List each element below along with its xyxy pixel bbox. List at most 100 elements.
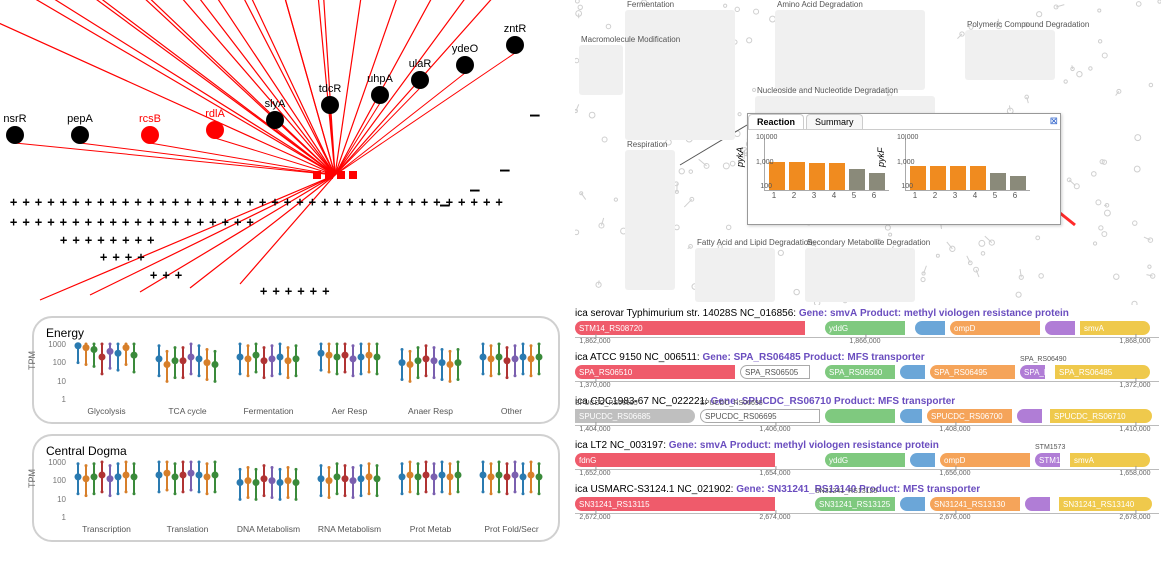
gene-arrow[interactable]: SPUCDC_RS06700 (927, 409, 1012, 423)
pathway-block-label: Secondary Metabolite Degradation (807, 238, 930, 247)
svg-text:pepA: pepA (67, 113, 93, 125)
boxplot-xlabel: Anaer Resp (394, 406, 467, 416)
svg-text:zntR: zntR (504, 23, 527, 35)
boxplot-group: Anaer Resp (394, 342, 467, 416)
pathway-block[interactable]: Fermentation (625, 10, 735, 140)
gene-arrow[interactable]: SPUCDC_RS06695 (700, 409, 820, 423)
popup-tab[interactable]: Summary (806, 114, 863, 129)
boxplot-row: Glycolysis TCA cycle Fermentation Aer Resp A… (70, 342, 548, 416)
boxplot-xlabel: TCA cycle (151, 406, 224, 416)
boxplot-group: Fermentation (232, 342, 305, 416)
svg-text:nsrR: nsrR (3, 113, 26, 125)
gene-arrow[interactable]: SPUCDC_RS06685 (575, 409, 695, 423)
gene-arrow[interactable]: ompD (940, 453, 1030, 467)
boxplot-title: Energy (46, 326, 548, 340)
boxplot-row: Transcription Translation DNA MetabolismRN… (70, 460, 548, 534)
boxplot-group: DNA Metabolism (232, 460, 305, 534)
gene-arrow[interactable]: SPA_RS06495 (930, 365, 1015, 379)
boxplot-xlabel: Prot Metab (394, 524, 467, 534)
popup-bar-chart: pykF10,0001,000100123456 (895, 134, 1030, 200)
svg-text:ydeO: ydeO (452, 43, 479, 55)
gene-arrow[interactable]: SN31241_RS13130 (930, 497, 1020, 511)
gene-arrow[interactable] (910, 453, 935, 467)
gene-arrow[interactable] (915, 321, 945, 335)
gene-arrow[interactable]: SPA_RS06505 (740, 365, 810, 379)
gene-arrow[interactable]: SPA_RS06510 (575, 365, 735, 379)
gene-arrow[interactable] (900, 409, 922, 423)
svg-text:slyA: slyA (265, 98, 286, 110)
gene-arrow[interactable]: yddG (825, 321, 905, 335)
coord-ruler: 1,862,0001,866,0001,868,000 (575, 337, 1159, 348)
svg-text:tdcR: tdcR (319, 83, 342, 95)
genome-track[interactable]: ica CDC1983-67 NC_022221: Gene: SPUCDC_R… (575, 396, 1159, 436)
boxplot-group: RNA Metabolism (313, 460, 386, 534)
genome-track[interactable]: ica LT2 NC_003197: Gene: smvA Product: m… (575, 440, 1159, 480)
gene-arrow[interactable]: SN31241_RS13140 (1059, 497, 1152, 511)
pathway-block-label: Polymeric Compound Degradation (967, 20, 1089, 29)
track-title: ica LT2 NC_003197: Gene: smvA Product: m… (575, 440, 1159, 451)
pathway-block[interactable]: Secondary Metabolite Degradation (805, 248, 915, 302)
gene-arrow[interactable]: smvA (1080, 321, 1150, 335)
pathway-block-label: Fermentation (627, 0, 674, 9)
gene-arrow[interactable]: SPA_RS06500 (825, 365, 895, 379)
boxplot-yticks: 1000100101 (44, 340, 66, 404)
pathway-block[interactable]: Respiration (625, 150, 675, 290)
track-lane: fdnGyddGompDSTM1573STM1573smvA (575, 453, 1159, 469)
track-lane: SPUCDC_RS06685SPUCDC_RS06685SPUCDC_RS066… (575, 409, 1159, 425)
gene-arrow[interactable] (900, 497, 925, 511)
boxplot-group: Other (475, 342, 548, 416)
coord-ruler: 1,370,0001,372,000 (575, 381, 1159, 392)
gene-arrow[interactable] (825, 409, 895, 423)
pathway-block[interactable]: Amino Acid Degradation (775, 10, 925, 90)
boxplot-xlabel: Aer Resp (313, 406, 386, 416)
reaction-popup[interactable]: ReactionSummary⊠pykA10,0001,000100123456… (747, 113, 1061, 225)
pathway-block[interactable]: Polymeric Compound Degradation (965, 30, 1055, 80)
gene-arrow[interactable] (1045, 321, 1075, 335)
track-lane: SPA_RS06510 SPA_RS06505 SPA_RS06500 SPA_RS0… (575, 365, 1159, 381)
gene-arrow[interactable]: SN31241_RS13115 (575, 497, 775, 511)
boxplot-xlabel: Transcription (70, 524, 143, 534)
track-title: ica CDC1983-67 NC_022221: Gene: SPUCDC_R… (575, 396, 1159, 407)
boxplot-panel-central-dogma: Central Dogma TPM 1000100101 Transcripti… (32, 434, 560, 542)
coord-ruler: 1,652,0001,654,0001,656,0001,658,000 (575, 469, 1159, 480)
gene-arrow[interactable]: SPUCDC_RS06710 (1050, 409, 1152, 423)
close-icon[interactable]: ⊠ (1050, 116, 1058, 127)
pathway-block-label: Macromolecule Modification (581, 35, 680, 44)
pathway-block[interactable]: Macromolecule Modification (579, 45, 623, 95)
network-svg: nsrRpepArcsBrdlAslyAtdcRuhpAulaRydeOzntR (0, 0, 570, 310)
boxplot-group: Transcription (70, 460, 143, 534)
track-lane: SN31241_RS13115 SN31241_RS13125 SN31241_RS… (575, 497, 1159, 513)
gene-arrow[interactable]: fdnG (575, 453, 775, 467)
svg-text:uhpA: uhpA (367, 73, 393, 85)
gene-arrow[interactable]: smvA (1070, 453, 1150, 467)
boxplot-group: Prot Fold/Secr (475, 460, 548, 534)
genome-track[interactable]: ica serovar Typhimurium str. 14028S NC_0… (575, 308, 1159, 348)
track-title: ica serovar Typhimurium str. 14028S NC_0… (575, 308, 1159, 319)
gene-arrow[interactable] (900, 365, 925, 379)
track-title: ica ATCC 9150 NC_006511: Gene: SPA_RS064… (575, 352, 1159, 363)
genome-track[interactable]: ica ATCC 9150 NC_006511: Gene: SPA_RS064… (575, 352, 1159, 392)
coord-ruler: 1,404,0001,406,0001,408,0001,410,000 (575, 425, 1159, 436)
boxplot-panel-energy: Energy TPM 1000100101 GlycolysisTCA cycl… (32, 316, 560, 424)
boxplot-xlabel: Fermentation (232, 406, 305, 416)
gene-arrow[interactable]: yddG (825, 453, 905, 467)
boxplot-group: Prot Metab (394, 460, 467, 534)
boxplot-ylabel: TPM (27, 469, 37, 488)
popup-tab[interactable]: Reaction (748, 114, 804, 129)
genome-track[interactable]: ica USMARC-S3124.1 NC_021902: Gene: SN31… (575, 484, 1159, 524)
gene-arrow[interactable]: STM14_RS08720 (575, 321, 805, 335)
pathway-block[interactable]: Fatty Acid and Lipid Degradation (695, 248, 775, 302)
pathway-map[interactable]: Fermentation Amino Acid Degradation Macrom… (575, 0, 1161, 305)
gene-arrow[interactable]: SPA_RS06490 (1020, 365, 1045, 379)
gene-arrow[interactable] (1017, 409, 1042, 423)
gene-arrow[interactable]: STM1573 (1035, 453, 1060, 467)
gene-arrow[interactable]: SN31241_RS13125 (815, 497, 895, 511)
gene-arrow[interactable] (1025, 497, 1050, 511)
gene-arrow[interactable]: ompD (950, 321, 1040, 335)
boxplot-xlabel: Prot Fold/Secr (475, 524, 548, 534)
boxplot-xlabel: Translation (151, 524, 224, 534)
regulatory-network: nsrRpepArcsBrdlAslyAtdcRuhpAulaRydeOzntR… (0, 0, 570, 310)
track-lane: STM14_RS08720 yddG ompD smvA (575, 321, 1159, 337)
gene-arrow[interactable]: SPA_RS06485 (1055, 365, 1150, 379)
boxplot-group: Glycolysis (70, 342, 143, 416)
